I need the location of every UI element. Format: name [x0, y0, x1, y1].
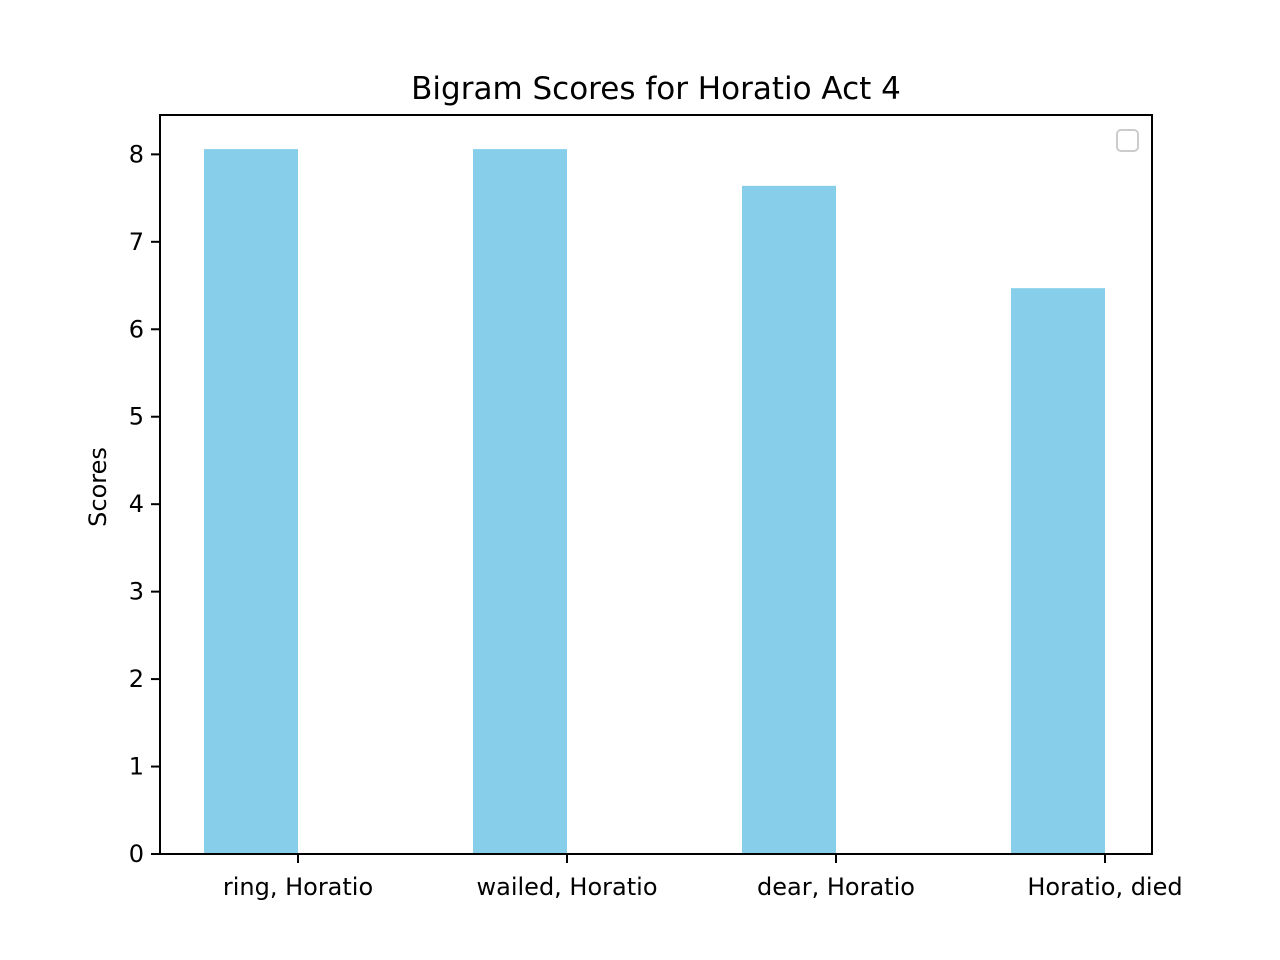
x-tick-label-3: Horatio, died — [1027, 873, 1182, 901]
bar-2 — [742, 185, 836, 854]
y-tick-label-5: 5 — [129, 403, 144, 431]
y-tick-label-4: 4 — [129, 490, 144, 518]
bar-3 — [1011, 288, 1105, 855]
bar-0 — [204, 149, 298, 855]
chart-title: Bigram Scores for Horatio Act 4 — [411, 71, 901, 107]
y-tick-label-1: 1 — [129, 753, 144, 781]
x-tick-label-2: dear, Horatio — [757, 873, 915, 901]
y-axis-ticks: 0 1 2 3 4 5 6 7 8 — [129, 140, 160, 868]
y-tick-label-2: 2 — [129, 665, 144, 693]
y-axis-label: Scores — [84, 447, 112, 527]
y-tick-label-8: 8 — [129, 140, 144, 168]
x-axis-ticks: ring, Horatio wailed, Horatio dear, Horati… — [223, 854, 1183, 901]
bars-group — [204, 149, 1105, 855]
x-tick-label-0: ring, Horatio — [223, 873, 373, 901]
x-tick-label-1: wailed, Horatio — [477, 873, 658, 901]
y-tick-label-3: 3 — [129, 578, 144, 606]
y-tick-label-6: 6 — [129, 315, 144, 343]
plot-frame — [159, 114, 1153, 855]
y-tick-label-7: 7 — [129, 228, 144, 256]
y-tick-label-0: 0 — [129, 840, 144, 868]
legend-box — [1116, 129, 1139, 152]
bar-1 — [473, 149, 567, 855]
